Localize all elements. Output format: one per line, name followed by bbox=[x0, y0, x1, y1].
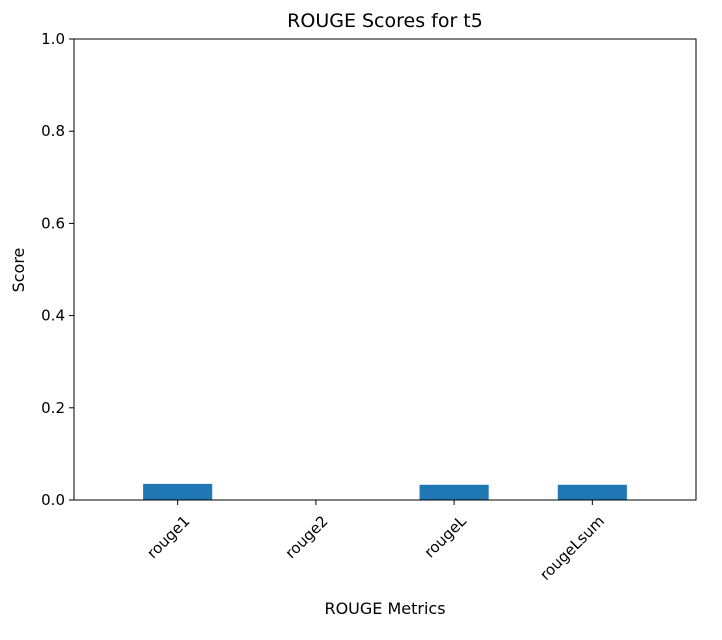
bar-rougeLsum bbox=[557, 484, 627, 500]
bars-group bbox=[143, 483, 627, 500]
y-axis-label: Score bbox=[9, 248, 28, 293]
bar-rougeL bbox=[419, 484, 489, 500]
x-tick-label-rougeL: rougeL bbox=[421, 512, 471, 562]
x-tick-label-rouge1: rouge1 bbox=[143, 512, 193, 562]
y-axis-ticks: 0.0 0.2 0.4 0.6 0.8 1.0 bbox=[41, 30, 74, 509]
bar-rouge1 bbox=[143, 483, 213, 500]
x-axis-label: ROUGE Metrics bbox=[324, 599, 445, 618]
x-tick-label-rouge2: rouge2 bbox=[282, 512, 332, 562]
y-tick-label: 0.0 bbox=[41, 491, 65, 509]
plot-frame bbox=[73, 38, 697, 501]
y-tick-label: 0.2 bbox=[41, 399, 65, 417]
y-tick-label: 0.8 bbox=[41, 122, 65, 140]
x-axis-ticks: rouge1 rouge2 rougeL rougeLsum bbox=[143, 500, 608, 584]
y-tick-label: 1.0 bbox=[41, 30, 65, 48]
x-tick-label-rougeLsum: rougeLsum bbox=[536, 512, 608, 584]
y-tick-label: 0.6 bbox=[41, 214, 65, 232]
chart-title: ROUGE Scores for t5 bbox=[287, 10, 483, 32]
y-tick-label: 0.4 bbox=[41, 307, 65, 325]
